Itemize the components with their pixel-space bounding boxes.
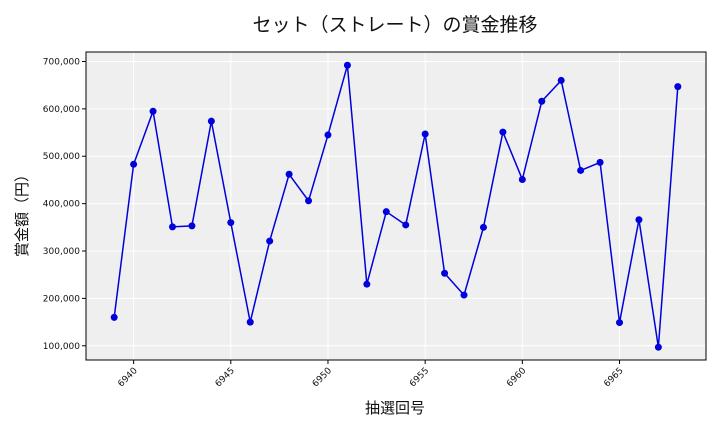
grid: [86, 52, 706, 360]
data-point: [518, 175, 526, 183]
series-group: [110, 61, 682, 351]
data-point: [577, 166, 585, 174]
plot-frame: [85, 51, 707, 361]
plot-area: [86, 52, 706, 360]
data-point: [188, 222, 196, 230]
chart-title: セット（ストレート）の賞金推移: [252, 14, 537, 36]
x-tick-label: 6955: [408, 366, 431, 389]
x-tick-label: 6945: [214, 366, 237, 389]
x-axis-label: 抽選回号: [365, 399, 425, 417]
data-point: [285, 170, 293, 178]
data-point: [130, 160, 138, 168]
data-point: [110, 313, 118, 321]
data-point: [227, 219, 235, 227]
y-axis-label: 賞金額（円）: [13, 167, 31, 257]
data-point: [499, 128, 507, 136]
data-point: [460, 291, 468, 299]
data-point: [149, 107, 157, 115]
data-point: [305, 197, 313, 205]
data-point: [207, 117, 215, 125]
data-point: [596, 158, 604, 166]
data-point: [402, 221, 410, 229]
data-point: [674, 83, 682, 91]
ticks: 6940 6945 6950 6955 6960 6965 100,000 200,000 30…: [43, 57, 626, 389]
y-tick-label: 300,000: [43, 247, 80, 257]
y-tick-label: 600,000: [43, 105, 80, 115]
data-point: [324, 131, 332, 139]
data-point: [343, 61, 351, 69]
data-point: [363, 280, 371, 288]
y-tick-label: 100,000: [43, 342, 80, 352]
data-point: [635, 216, 643, 224]
data-point: [421, 130, 429, 138]
series-line: [113, 65, 679, 348]
data-point: [168, 223, 176, 231]
data-point: [246, 318, 254, 326]
y-tick-label: 200,000: [43, 294, 80, 304]
x-tick-label: 6940: [116, 366, 139, 389]
data-point: [382, 208, 390, 216]
data-point: [557, 76, 565, 84]
x-tick-label: 6960: [505, 366, 528, 389]
data-point: [654, 343, 662, 351]
y-tick-label: 500,000: [43, 152, 80, 162]
x-tick-label: 6965: [602, 366, 625, 389]
data-point: [616, 319, 624, 327]
y-tick-label: 700,000: [43, 57, 80, 67]
data-point: [441, 269, 449, 277]
data-point: [479, 223, 487, 231]
y-tick-label: 400,000: [43, 200, 80, 210]
data-point: [266, 237, 274, 245]
data-point: [538, 97, 546, 105]
x-tick-label: 6950: [311, 366, 334, 389]
